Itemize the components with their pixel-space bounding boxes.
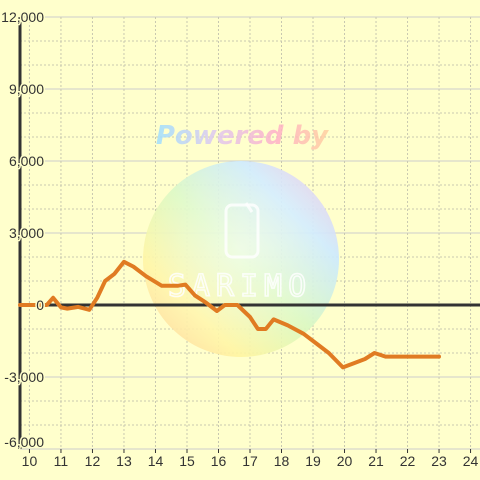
x-tick-label: 11 [54, 453, 69, 469]
x-tick-label: 21 [368, 453, 384, 469]
x-tick-label: 14 [148, 453, 164, 469]
x-tick-label: 13 [116, 453, 132, 469]
x-tick-label: 17 [242, 453, 258, 469]
x-tick-label: 20 [337, 453, 353, 469]
watermark-disc-glow [143, 161, 339, 357]
series-line [18, 259, 441, 370]
y-tick-label: 12,000 [1, 9, 44, 25]
y-tick-label: 6,000 [9, 153, 44, 169]
x-tick-label: 19 [305, 453, 321, 469]
x-tick-label: 18 [274, 453, 290, 469]
y-tick-label: 0 [36, 297, 44, 313]
tick-labels: 10 11 12 13 14 15 16 17 18 19 20 21 22 23 24 -6,000 -3,0… [0, 8, 479, 470]
watermark-logo-icon [224, 203, 260, 259]
powered-by-watermark: Powered by SARIMO [143, 121, 339, 357]
watermark-logo-stroke [244, 202, 254, 213]
y-tick-label: -3,000 [4, 369, 44, 385]
series-layer [18, 259, 441, 370]
x-tick-label: 12 [85, 453, 101, 469]
y-tick-label: 9,000 [9, 81, 44, 97]
watermark-text: Powered by [156, 121, 329, 151]
watermark-brand: SARIMO [168, 269, 312, 304]
x-tick-label: 22 [400, 453, 416, 469]
x-tick-label: 23 [431, 453, 447, 469]
x-tick-label: 16 [211, 453, 227, 469]
x-tick-label: 10 [22, 453, 38, 469]
y-tick-label: 3,000 [9, 225, 44, 241]
x-tick-label: 15 [179, 453, 195, 469]
axes [18, 17, 480, 453]
x-tick-label: 24 [463, 453, 479, 469]
y-tick-label: -6,000 [4, 434, 44, 450]
